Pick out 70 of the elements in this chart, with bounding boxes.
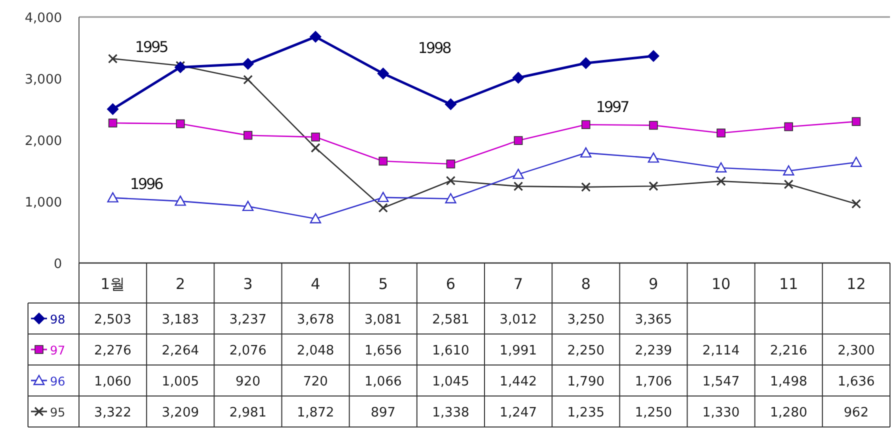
data-label: 1,872 [296,406,334,420]
x-tick-label: 10 [711,275,731,293]
data-label: 3,081 [364,312,402,328]
data-label: 2,216 [770,344,808,358]
data-label: 3,322 [94,406,132,420]
x-tick-label: 9 [648,275,658,293]
data-label: 1,247 [500,406,537,420]
legend-label: 98 [50,312,66,326]
x-tick-label: 2 [176,275,186,293]
x-tick-label: 7 [514,275,524,293]
legend-label: 96 [50,374,66,388]
data-label: 2,581 [432,312,470,328]
y-tick-label: 0 [54,257,62,272]
data-label: 1,991 [500,344,537,358]
data-label: 2,264 [162,344,199,358]
annotation: 1997 [596,98,630,116]
data-label: 1,610 [432,344,470,358]
data-label: 1,656 [364,344,402,358]
data-label: 1,280 [770,406,808,420]
data-label: 1,547 [702,374,740,390]
annotation: 1998 [418,39,452,57]
y-tick-label: 2,000 [24,134,62,149]
data-label: 1,706 [634,374,672,390]
x-tick-label: 12 [846,275,866,293]
data-label: 1,330 [702,406,740,420]
data-label: 3,365 [634,312,672,328]
annotation: 1995 [135,38,168,56]
y-tick-label: 1,000 [24,196,62,210]
data-label: 2,276 [94,344,132,358]
x-tick-label: 11 [779,275,798,293]
x-tick-label: 4 [310,275,320,293]
data-label: 920 [236,374,260,390]
data-label: 2,114 [702,344,740,358]
x-tick-label: 6 [446,275,456,293]
data-label: 1,636 [838,374,875,390]
data-label: 1,250 [634,406,672,420]
data-label: 720 [303,374,328,390]
x-tick-label: 3 [243,275,253,293]
data-label: 1,066 [364,374,402,390]
y-tick-label: 3,000 [24,72,62,88]
data-label: 1,005 [162,374,199,390]
data-label: 2,239 [634,344,672,358]
data-label: 1,442 [500,374,537,390]
data-label: 3,012 [500,312,537,328]
data-label: 2,076 [229,344,267,358]
data-label: 1,338 [432,406,470,420]
data-label: 2,250 [567,344,604,358]
x-tick-label: 8 [581,275,591,293]
data-label: 2,300 [838,344,875,358]
data-label: 1,790 [567,374,604,390]
y-tick-label: 4,000 [24,11,62,26]
legend-label: 95 [50,406,66,420]
data-label: 2,503 [94,312,132,328]
annotation: 1996 [130,175,164,193]
data-label: 2,048 [296,344,334,358]
data-label: 3,250 [567,312,604,328]
data-label: 1,045 [432,374,470,390]
data-label: 3,678 [296,312,334,328]
data-label: 3,209 [162,406,199,420]
legend-label: 97 [50,344,66,358]
data-label: 1,498 [770,374,808,390]
data-label: 962 [844,406,869,420]
data-label: 3,183 [162,312,199,328]
data-label: 2,981 [229,406,267,420]
x-tick-label: 1월 [100,275,126,293]
x-tick-label: 5 [378,275,388,293]
data-label: 3,237 [229,312,267,328]
data-label: 897 [370,406,396,420]
data-label: 1,060 [94,374,132,390]
data-label: 1,235 [567,406,604,420]
